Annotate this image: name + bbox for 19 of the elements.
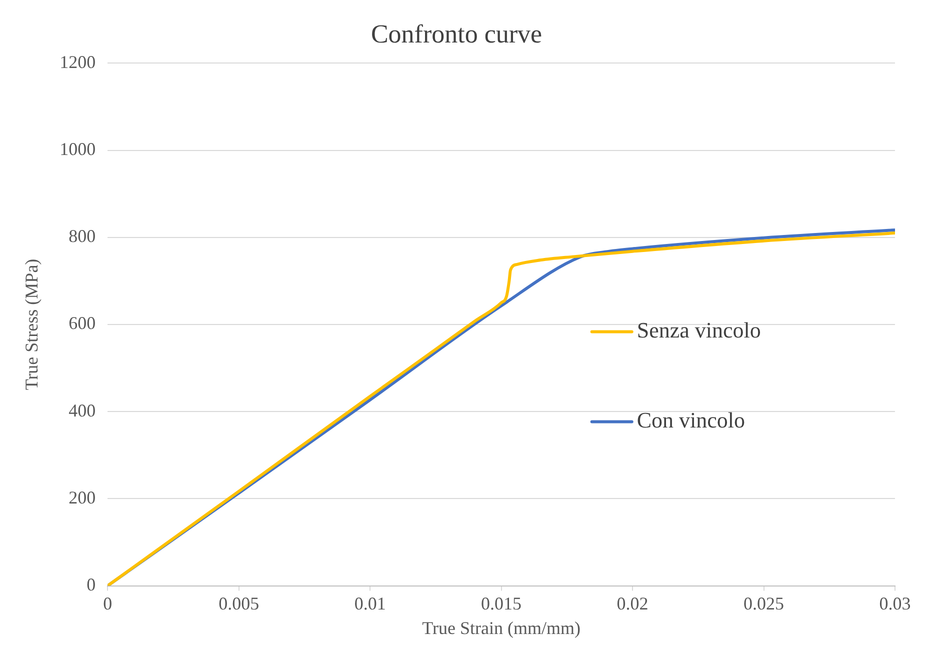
y-tick-label: 1000 bbox=[60, 139, 96, 160]
y-tick-label: 200 bbox=[68, 487, 96, 508]
y-tick-label: 1200 bbox=[60, 52, 96, 72]
x-tick-label: 0.01 bbox=[354, 593, 386, 614]
legend-label: Con vincolo bbox=[636, 408, 746, 433]
chart-title: Confronto curve bbox=[370, 19, 542, 48]
x-tick-label: 0.03 bbox=[879, 593, 911, 614]
x-tick-label: 0.015 bbox=[481, 593, 522, 614]
y-tick-label: 400 bbox=[68, 400, 96, 420]
y-axis-title: True Stress (MPa) bbox=[22, 258, 42, 390]
x-axis-title: True Strain (mm/mm) bbox=[422, 618, 580, 638]
x-tick-label: 0.005 bbox=[218, 593, 260, 614]
x-tick-label: 0.025 bbox=[744, 593, 784, 614]
y-tick-label: 0 bbox=[86, 574, 96, 595]
x-tick-label: 0 bbox=[103, 593, 112, 614]
y-tick-label: 800 bbox=[68, 226, 96, 246]
x-tick-label: 0.02 bbox=[616, 593, 648, 614]
legend-label: Senza vincolo bbox=[636, 318, 761, 343]
y-tick-label: 600 bbox=[68, 313, 96, 334]
